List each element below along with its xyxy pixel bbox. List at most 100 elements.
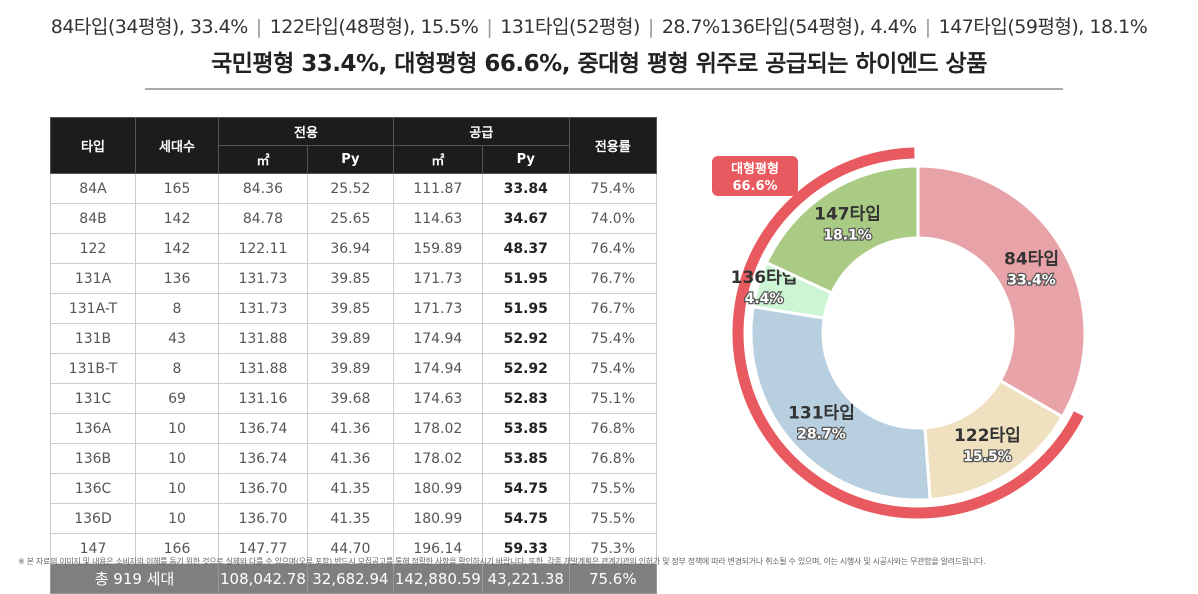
unit-area-table: 타입 세대수 전용 공급 전용률 ㎡ Py ㎡ Py 84A 165 84.36 25.52 111.… xyxy=(50,117,657,594)
header-type: 타입 xyxy=(50,117,136,174)
table-cell: 39.89 xyxy=(306,353,394,384)
table-cell: 111.87 xyxy=(392,173,483,204)
table-cell: 178.02 xyxy=(392,443,483,474)
type-ratio-donut-chart: 84타입 33.4% 122타입 15.5% 131타입 28.7% 136타입 4.4% 14… xyxy=(712,147,1087,519)
table-row: 84A 165 84.36 25.52 111.87 33.84 75.4% xyxy=(50,173,657,204)
header-m2: ㎡ xyxy=(392,145,483,174)
table-cell: 33.84 xyxy=(481,173,570,204)
table-cell: 136.74 xyxy=(218,443,308,474)
table-row: 84B 142 84.78 25.65 114.63 34.67 74.0% xyxy=(50,203,657,234)
table-row: 131C 69 131.16 39.68 174.63 52.83 75.1% xyxy=(50,383,657,414)
table-cell: 41.36 xyxy=(306,443,394,474)
table-cell: 41.35 xyxy=(306,503,394,534)
table-cell: 76.7% xyxy=(568,263,657,294)
table-cell: 166 xyxy=(135,533,219,564)
table-cell: 75.4% xyxy=(568,353,657,384)
slice-name-label: 147타입 xyxy=(814,205,881,225)
table-cell: 142 xyxy=(135,233,219,264)
header-m2: ㎡ xyxy=(218,145,308,174)
table-cell: 76.8% xyxy=(568,443,657,474)
table-row: 136C 10 136.70 41.35 180.99 54.75 75.5% xyxy=(50,473,657,504)
table-cell: 131A-T xyxy=(50,293,136,324)
table-cell: 10 xyxy=(135,413,219,444)
table-row: 131B 43 131.88 39.89 174.94 52.92 75.4% xyxy=(50,323,657,354)
table-row: 131A-T 8 131.73 39.85 171.73 51.95 76.7% xyxy=(50,293,657,324)
page-title: 국민평형 33.4%, 대형평형 66.6%, 중대형 평형 위주로 공급되는 … xyxy=(211,51,987,77)
slice-name-label: 136타입 xyxy=(731,268,798,288)
slice-value-label: 28.7% xyxy=(797,427,846,443)
table-row: 131A 136 131.73 39.85 171.73 51.95 76.7% xyxy=(50,263,657,294)
table-cell: 10 xyxy=(135,503,219,534)
table-cell: 131.88 xyxy=(218,323,308,354)
total-cell: 75.6% xyxy=(568,563,657,594)
donut-slice xyxy=(749,304,932,502)
disclaimer: ※ 본 자료의 이미지 및 내용은 소비자의 이해를 돕기 위한 것으로 실제와… xyxy=(18,557,986,566)
table-cell: 43 xyxy=(135,323,219,354)
table-cell: 180.99 xyxy=(392,503,483,534)
table-cell: 136.70 xyxy=(218,473,308,504)
table-cell: 53.85 xyxy=(481,413,570,444)
table-cell: 75.5% xyxy=(568,503,657,534)
table-cell: 131.73 xyxy=(218,293,308,324)
summary-122: 122타입(48평형), 15.5% xyxy=(269,16,479,38)
table-cell: 25.52 xyxy=(306,173,394,204)
slice-value-label: 33.4% xyxy=(1007,273,1056,289)
table-cell: 10 xyxy=(135,443,219,474)
table-cell: 44.70 xyxy=(306,533,394,564)
divider xyxy=(145,88,1063,90)
summary-131: 131타입(52평형) xyxy=(500,16,640,38)
table-cell: 10 xyxy=(135,473,219,504)
table-cell: 8 xyxy=(135,353,219,384)
table-cell: 54.75 xyxy=(481,503,570,534)
table-cell: 39.68 xyxy=(306,383,394,414)
table-cell: 8 xyxy=(135,293,219,324)
large-type-badge-name: 대형평형 xyxy=(731,161,779,177)
table-cell: 131A xyxy=(50,263,136,294)
table-cell: 159.89 xyxy=(392,233,483,264)
table-cell: 75.1% xyxy=(568,383,657,414)
large-type-badge-value: 66.6% xyxy=(732,179,777,194)
type-ratio-summary: 84타입(34평형), 33.4% | 122타입(48평형), 15.5% | 131… xyxy=(50,16,1148,38)
table-cell: 75.5% xyxy=(568,473,657,504)
table-cell: 180.99 xyxy=(392,473,483,504)
table-cell: 36.94 xyxy=(306,233,394,264)
table-cell: 54.75 xyxy=(481,473,570,504)
table-cell: 174.94 xyxy=(392,323,483,354)
table-cell: 84B xyxy=(50,203,136,234)
header-supply: 공급 xyxy=(392,117,570,146)
table-cell: 48.37 xyxy=(481,233,570,264)
table-cell: 75.3% xyxy=(568,533,657,564)
table-cell: 52.83 xyxy=(481,383,570,414)
slice-value-label: 4.4% xyxy=(745,291,784,307)
table-row: 131B-T 8 131.88 39.89 174.94 52.92 75.4% xyxy=(50,353,657,384)
table-cell: 84.78 xyxy=(218,203,308,234)
table-cell: 131.88 xyxy=(218,353,308,384)
table-cell: 122.11 xyxy=(218,233,308,264)
total-row: 총 919 세대 108,042.78 32,682.94 142,880.59 43,… xyxy=(50,563,657,594)
header-py: Py xyxy=(481,145,570,174)
table-cell: 174.63 xyxy=(392,383,483,414)
table-cell: 136A xyxy=(50,413,136,444)
table-cell: 131.16 xyxy=(218,383,308,414)
table-cell: 69 xyxy=(135,383,219,414)
table-cell: 136C xyxy=(50,473,136,504)
header-ratio: 전용률 xyxy=(568,117,657,174)
table-row: 122 142 122.11 36.94 159.89 48.37 76.4% xyxy=(50,233,657,264)
table-cell: 74.0% xyxy=(568,203,657,234)
table-cell: 147 xyxy=(50,533,136,564)
table-cell: 136.74 xyxy=(218,413,308,444)
table-cell: 34.67 xyxy=(481,203,570,234)
slice-name-label: 84타입 xyxy=(1004,250,1059,270)
summary-147: 147타입(59평형), 18.1% xyxy=(938,16,1148,38)
table-cell: 53.85 xyxy=(481,443,570,474)
table-cell: 122 xyxy=(50,233,136,264)
table-cell: 136D xyxy=(50,503,136,534)
table-cell: 84A xyxy=(50,173,136,204)
table-row: 136A 10 136.74 41.36 178.02 53.85 76.8% xyxy=(50,413,657,444)
table-cell: 165 xyxy=(135,173,219,204)
table-cell: 51.95 xyxy=(481,293,570,324)
table-cell: 51.95 xyxy=(481,263,570,294)
table-cell: 39.89 xyxy=(306,323,394,354)
slice-value-label: 18.1% xyxy=(823,228,872,244)
table-cell: 136.70 xyxy=(218,503,308,534)
